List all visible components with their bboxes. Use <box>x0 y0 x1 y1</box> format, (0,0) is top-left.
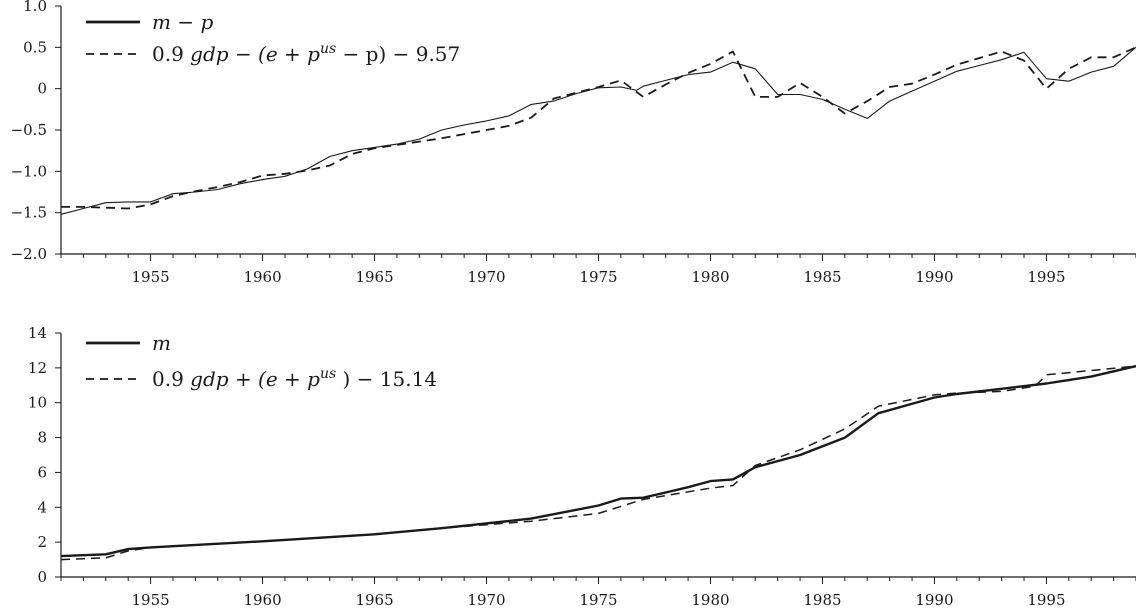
y-tick-label: −2.0 <box>11 245 47 263</box>
x-tick-label: 1985 <box>803 591 841 609</box>
legend-label-part: m <box>152 331 171 355</box>
x-tick-label: 1995 <box>1027 591 1065 609</box>
x-tick-label: 1960 <box>243 268 281 286</box>
x-tick-label: 1975 <box>579 268 617 286</box>
bottom-chart-panel: 0 2 4 6 8 10 12 14 1955 1960 1965 1970 1975 1980 1985 1… <box>28 324 1136 609</box>
y-tick-label: 6 <box>37 463 47 481</box>
x-tick-label: 1960 <box>243 591 281 609</box>
series-line-dashed <box>60 365 1136 561</box>
y-tick-label: 2 <box>37 533 47 551</box>
legend-label: m − p <box>152 10 213 34</box>
y-tick-label: 0.5 <box>23 38 47 56</box>
series-line-solid <box>60 364 1136 558</box>
y-tick-label: 10 <box>28 394 47 412</box>
y-tick-label: 0 <box>37 568 47 586</box>
legend-label: m <box>152 331 171 355</box>
x-tick-label: 1970 <box>467 591 505 609</box>
y-tick-label: −1.5 <box>11 204 47 222</box>
x-tick-label: 1965 <box>355 591 393 609</box>
series-line-dashed <box>61 46 1136 210</box>
x-tick-label: 1985 <box>803 268 841 286</box>
x-tick-label: 1980 <box>691 591 729 609</box>
y-tick-label: 14 <box>28 324 47 342</box>
legend-label-part: 0.9 <box>152 367 190 391</box>
y-tick-label: −1.0 <box>11 162 47 180</box>
x-tick-label: 1995 <box>1027 268 1065 286</box>
series-line-solid <box>60 46 1136 215</box>
legend-label: 0.9 gdp + (e + pus ) − 15.14 <box>152 366 437 391</box>
legend-label: 0.9 gdp − (e + pus − p) − 9.57 <box>152 41 460 66</box>
y-tick-label: 1.0 <box>23 0 47 15</box>
y-tick-label: 0 <box>37 80 47 98</box>
legend-label-part: us <box>320 366 336 382</box>
y-tick-label: 8 <box>37 429 47 447</box>
x-tick-label: 1990 <box>915 591 953 609</box>
x-tick-label: 1990 <box>915 268 953 286</box>
x-tick-label: 1965 <box>355 268 393 286</box>
legend-label-part: gdp + (e + p <box>190 367 320 391</box>
x-tick-label: 1955 <box>131 591 169 609</box>
legend-label-part: ) − 15.14 <box>343 367 438 391</box>
legend-label-part: 0.9 <box>152 42 190 66</box>
x-tick-label: 1970 <box>467 268 505 286</box>
y-tick-label: −0.5 <box>11 121 47 139</box>
legend-label-part: m − p <box>152 10 213 34</box>
y-tick-label: 4 <box>37 498 47 516</box>
legend-label-part: − p) − 9.57 <box>343 42 461 66</box>
y-tick-label: 12 <box>28 359 47 377</box>
x-tick-label: 1955 <box>131 268 169 286</box>
legend-label-part: gdp − (e + p <box>190 42 320 66</box>
legend-label-part: us <box>320 41 336 57</box>
x-tick-label: 1980 <box>691 268 729 286</box>
top-chart-panel: −2.0 −1.5 −1.0 −0.5 0 0.5 1.0 1955 1960 1965 1970 1… <box>11 0 1136 286</box>
x-tick-label: 1975 <box>579 591 617 609</box>
